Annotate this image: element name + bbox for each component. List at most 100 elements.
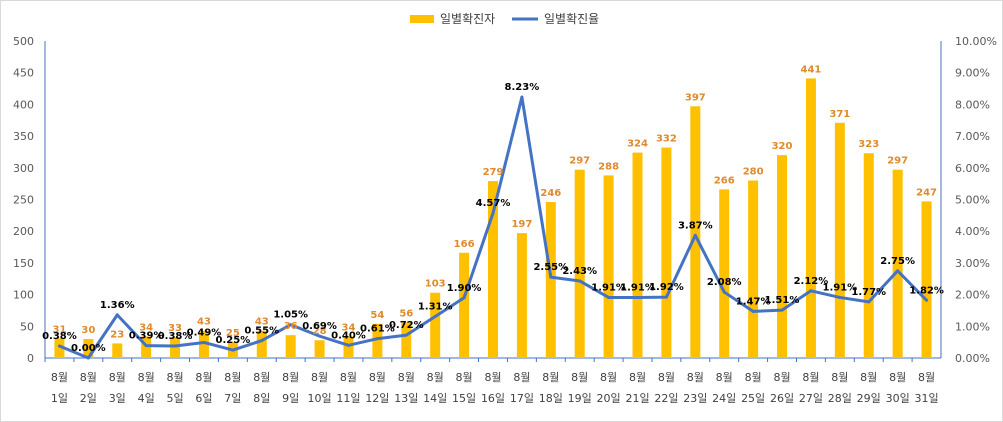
- x-category-day-label: 14일: [423, 391, 447, 405]
- bar-value-label: 30: [81, 325, 95, 336]
- line-value-label: 8.23%: [505, 82, 540, 93]
- line-point: [520, 95, 524, 99]
- bar-value-label: 297: [887, 156, 908, 167]
- bar-daily-cases: [632, 152, 643, 358]
- bar-value-label: 166: [454, 239, 475, 250]
- line-point: [260, 339, 264, 343]
- left-axis-tick-label: 350: [13, 130, 34, 143]
- line-point: [549, 275, 553, 279]
- line-point: [289, 323, 293, 327]
- x-category-day-label: 6일: [195, 391, 212, 405]
- x-category-day-label: 29일: [857, 391, 881, 405]
- x-category-month-label: 8월: [629, 371, 646, 384]
- x-category-day-label: 18일: [539, 391, 563, 405]
- x-category-month-label: 8월: [80, 371, 97, 384]
- line-value-label: 2.75%: [880, 256, 915, 267]
- line-value-label: 1.31%: [418, 301, 453, 312]
- line-point: [693, 233, 697, 237]
- x-category-month-label: 8월: [889, 371, 906, 384]
- bar-daily-cases: [545, 202, 556, 358]
- line-value-label: 3.87%: [678, 220, 713, 231]
- line-point: [636, 295, 640, 299]
- line-point: [231, 348, 235, 352]
- bar-daily-cases: [516, 233, 527, 358]
- bar-value-label: 34: [342, 322, 356, 333]
- line-point: [144, 344, 148, 348]
- x-category-month-label: 8월: [224, 371, 241, 384]
- right-axis-tick-label: 6.00%: [955, 162, 990, 175]
- line-value-label: 1.91%: [822, 282, 857, 293]
- bar-daily-cases: [574, 169, 585, 358]
- line-value-label: 2.55%: [533, 262, 568, 273]
- bar-value-label: 280: [743, 166, 764, 177]
- bar-value-label: 279: [483, 167, 504, 178]
- line-value-label: 0.69%: [302, 321, 337, 332]
- right-axis-tick-label: 3.00%: [955, 257, 990, 270]
- line-value-label: 0.72%: [389, 320, 424, 331]
- line-point: [173, 344, 177, 348]
- x-category-day-label: 16일: [481, 391, 505, 405]
- x-category-day-label: 30일: [886, 391, 910, 405]
- bar-daily-cases: [198, 330, 209, 358]
- x-category-day-label: 28일: [828, 391, 852, 405]
- line-point: [462, 296, 466, 300]
- line-value-label: 1.91%: [591, 282, 626, 293]
- right-axis-tick-label: 1.00%: [955, 320, 990, 333]
- line-point: [433, 314, 437, 318]
- x-category-day-label: 26일: [770, 391, 794, 405]
- x-category-month-label: 8월: [109, 371, 126, 384]
- x-category-month-label: 8월: [51, 371, 68, 384]
- line-point: [115, 313, 119, 317]
- line-point: [751, 309, 755, 313]
- bar-value-label: 324: [627, 139, 648, 150]
- line-value-label: 1.77%: [851, 287, 886, 298]
- bar-value-label: 103: [425, 279, 446, 290]
- x-category-month-label: 8월: [745, 371, 762, 384]
- x-category-day-label: 23일: [683, 391, 707, 405]
- x-category-day-label: 27일: [799, 391, 823, 405]
- left-axis-tick-label: 50: [20, 320, 34, 333]
- left-axis-tick-label: 450: [13, 67, 34, 80]
- left-axis-tick-label: 400: [13, 98, 34, 111]
- bar-value-label: 197: [511, 219, 532, 230]
- bar-value-label: 28: [313, 326, 327, 337]
- bar-value-label: 266: [714, 175, 735, 186]
- bar-value-label: 34: [139, 322, 153, 333]
- line-point: [375, 337, 379, 341]
- line-value-label: 1.36%: [100, 300, 135, 311]
- x-category-day-label: 4일: [138, 391, 155, 405]
- x-category-month-label: 8월: [802, 371, 819, 384]
- line-value-label: 1.90%: [447, 283, 482, 294]
- x-category-month-label: 8월: [195, 371, 212, 384]
- line-point: [346, 343, 350, 347]
- x-category-day-label: 13일: [394, 391, 418, 405]
- bar-daily-cases: [141, 336, 152, 358]
- x-category-month-label: 8월: [687, 371, 704, 384]
- x-category-day-label: 2일: [80, 391, 97, 405]
- x-category-month-label: 8월: [542, 371, 559, 384]
- bar-daily-cases: [256, 330, 267, 358]
- x-category-month-label: 8월: [716, 371, 733, 384]
- bar-value-label: 320: [772, 141, 793, 152]
- right-axis-tick-label: 8.00%: [955, 98, 990, 111]
- left-axis-tick-label: 100: [13, 289, 34, 302]
- line-value-label: 1.92%: [649, 282, 684, 293]
- x-category-day-label: 7일: [224, 391, 241, 405]
- x-category-day-label: 10일: [308, 391, 332, 405]
- bar-value-label: 25: [226, 328, 240, 339]
- line-point: [867, 300, 871, 304]
- bar-daily-cases: [777, 155, 788, 358]
- line-point: [722, 290, 726, 294]
- bar-value-label: 56: [399, 308, 413, 319]
- line-point: [318, 334, 322, 338]
- line-value-label: 2.08%: [707, 277, 742, 288]
- right-axis-tick-label: 5.00%: [955, 194, 990, 207]
- legend-label-line: 일별확진율: [544, 12, 599, 26]
- line-point: [664, 295, 668, 299]
- line-point: [202, 340, 206, 344]
- line-value-label: 0.25%: [216, 335, 251, 346]
- x-category-day-label: 31일: [914, 391, 938, 405]
- line-point: [838, 295, 842, 299]
- x-category-month-label: 8월: [773, 371, 790, 384]
- bar-value-label: 371: [829, 109, 850, 120]
